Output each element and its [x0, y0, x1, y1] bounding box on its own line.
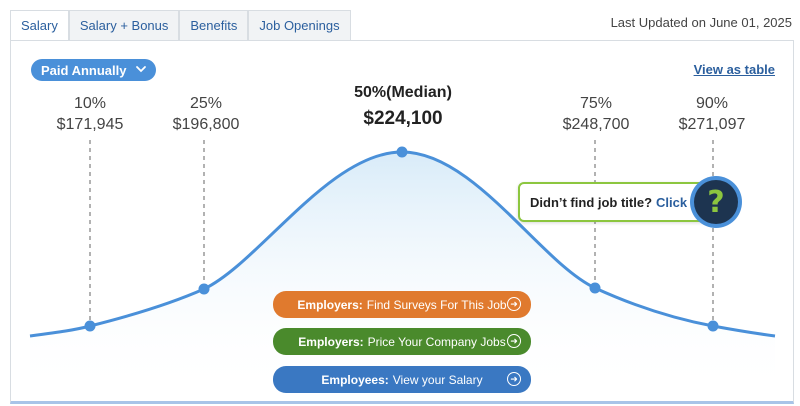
pay-period-value: Paid Annually [41, 62, 127, 78]
p10-marker[interactable] [84, 320, 96, 332]
p75-marker[interactable] [589, 282, 601, 294]
p25-marker[interactable] [198, 283, 210, 295]
tab-salary[interactable]: Salary [10, 10, 69, 40]
find-surveys-button[interactable]: Employers: Find Surveys For This Job ➜ [273, 291, 531, 318]
view-salary-button[interactable]: Employees: View your Salary ➜ [273, 366, 531, 393]
view-as-table-link[interactable]: View as table [693, 62, 775, 77]
tab-benefits[interactable]: Benefits [179, 10, 249, 40]
p25-label-group: 25% $196,800 [151, 93, 261, 135]
p75-value: $248,700 [562, 116, 630, 133]
p25-value: $196,800 [172, 116, 240, 133]
pay-period-dropdown[interactable]: Paid Annually [31, 59, 157, 81]
cta-text: Price Your Company Jobs [367, 334, 506, 349]
curve-fill [30, 152, 775, 395]
cta-prefix: Employers: [298, 334, 364, 349]
p10-value: $171,945 [56, 116, 124, 133]
median-percent: 50%(Median) [354, 84, 452, 101]
p90-percent: 90% [695, 95, 729, 112]
tab-job-openings[interactable]: Job Openings [248, 10, 351, 40]
p10-percent: 10% [73, 95, 107, 112]
p25-percent: 25% [189, 95, 223, 112]
p90-value: $271,097 [678, 116, 746, 133]
chevron-down-icon [136, 66, 147, 73]
arrow-right-icon: ➜ [507, 334, 521, 348]
question-mark-icon: ? [694, 180, 738, 224]
job-title-help-box[interactable]: Didn’t find job title? Click [518, 182, 710, 222]
p90-label-group: 90% $271,097 [657, 93, 767, 135]
last-updated-text: Last Updated on June 01, 2025 [610, 15, 792, 30]
cta-text: View your Salary [392, 372, 483, 387]
p10-label-group: 10% $171,945 [35, 93, 145, 135]
arrow-right-icon: ➜ [507, 297, 521, 311]
median-label-group: 50%(Median) $224,100 [303, 84, 503, 130]
p90-marker[interactable] [707, 320, 719, 332]
tab-bar: Salary Salary + Bonus Benefits Job Openi… [10, 10, 351, 40]
tab-salary-bonus[interactable]: Salary + Bonus [68, 10, 180, 40]
cta-prefix: Employees: [321, 372, 389, 387]
help-button[interactable]: ? [690, 176, 742, 228]
median-value: $224,100 [363, 108, 443, 129]
cta-prefix: Employers: [297, 297, 363, 312]
p75-percent: 75% [579, 95, 613, 112]
arrow-right-icon: ➜ [507, 372, 521, 386]
help-text: Didn’t find job title? [530, 194, 653, 210]
cta-text: Find Surveys For This Job [366, 297, 507, 312]
price-jobs-button[interactable]: Employers: Price Your Company Jobs ➜ [273, 328, 531, 355]
p50-marker[interactable] [396, 146, 408, 158]
help-click-link[interactable]: Click [656, 194, 688, 210]
p75-label-group: 75% $248,700 [541, 93, 651, 135]
